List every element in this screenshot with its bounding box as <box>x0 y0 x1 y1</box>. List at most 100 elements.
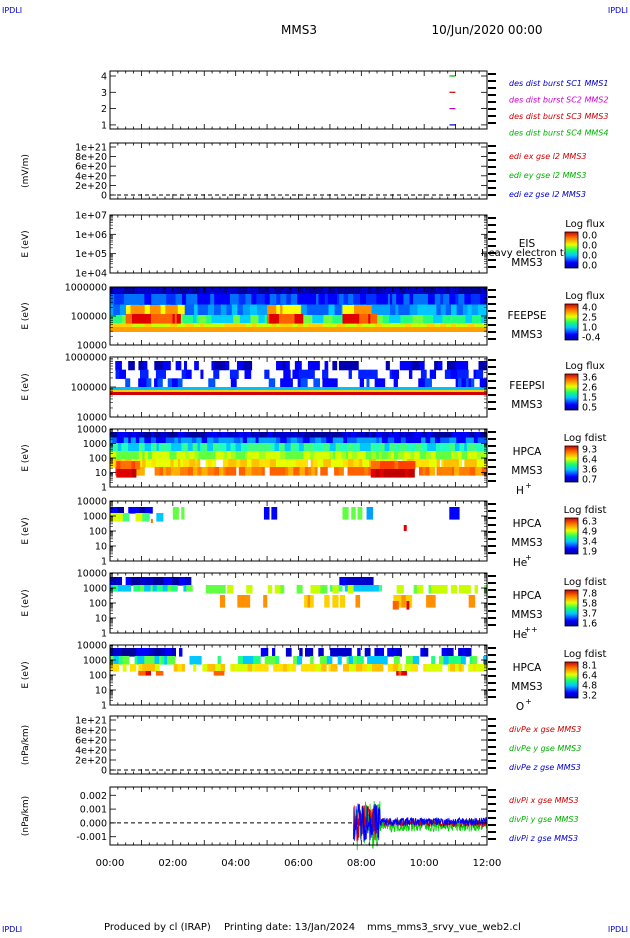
spectrogram-cell <box>121 432 128 439</box>
spectrogram-cell <box>427 432 432 439</box>
spectrogram-cell <box>403 294 407 306</box>
spectrogram-cell <box>419 467 424 476</box>
spectrogram-cell <box>423 304 431 316</box>
spectrogram-cell <box>482 437 487 444</box>
spectrogram-cell <box>153 443 158 452</box>
spectrogram-cell <box>362 664 368 672</box>
y-tick-label: 10 <box>95 468 107 479</box>
spectrogram-cell <box>217 432 222 439</box>
spectrogram-cell <box>352 361 359 371</box>
spectrogram-cell <box>233 315 241 324</box>
y-tick-label: 1e+21 <box>75 716 107 727</box>
spectrogram-cell <box>361 432 367 439</box>
spectrogram-cell <box>211 315 219 324</box>
spectrogram-cell <box>256 323 260 328</box>
spectrogram-cell <box>228 437 235 444</box>
spectrogram-cell <box>171 432 179 439</box>
spectrogram-cell <box>221 432 227 439</box>
spectrogram-cell <box>326 437 334 444</box>
spectrogram-cell <box>462 304 469 316</box>
spectrogram-cell <box>161 369 166 379</box>
spectrogram-cell <box>427 443 435 452</box>
spectrogram-cell <box>319 656 328 665</box>
spectrogram-cell <box>314 361 320 371</box>
colorbar-tick-label: 6.4 <box>582 455 597 466</box>
corner-label-top-right: IPDLI <box>608 6 628 15</box>
spectrogram-cell <box>368 287 372 295</box>
spectrogram-cell <box>275 432 279 439</box>
spectrogram-cell <box>383 304 391 316</box>
spectrogram-cell <box>112 432 118 439</box>
spectrogram-cell <box>184 443 189 452</box>
spectrogram-cell <box>299 443 305 452</box>
spectrogram-cell <box>291 287 299 295</box>
spectrogram-cell <box>447 432 453 439</box>
spectrogram-cell <box>485 443 487 452</box>
spectrogram-cell <box>166 294 172 306</box>
spectrogram-cell <box>213 304 222 316</box>
spectrogram-cell <box>217 287 225 295</box>
spectrogram-cell <box>404 664 412 672</box>
panel-feepse-ylabel: E (eV) <box>21 302 31 329</box>
spectrogram-cell <box>123 294 130 306</box>
spectrogram-cell <box>458 648 463 657</box>
spectrogram-cell <box>237 304 244 316</box>
spectrogram-cell <box>181 507 185 520</box>
spectrogram-cell <box>286 294 292 306</box>
spectrogram-cell <box>156 305 162 315</box>
spectrogram-cell <box>110 437 113 444</box>
spectrogram-cell <box>218 443 222 452</box>
spectrogram-cell <box>338 467 344 476</box>
spectrogram-cell <box>445 287 451 295</box>
spectrogram-cell <box>138 671 142 676</box>
colorbar-tick-label: 3.6 <box>582 373 597 384</box>
spectrogram-cell <box>207 443 214 452</box>
spectrogram-cell <box>138 443 143 452</box>
spectrogram-cell <box>167 656 172 665</box>
spectrogram-cell <box>202 664 208 672</box>
spectrogram-cell <box>476 459 481 468</box>
spectrogram-cell <box>381 323 387 328</box>
spectrogram-cell <box>379 469 385 478</box>
spectrogram-cell <box>296 585 303 594</box>
spectrogram-cell <box>425 664 433 672</box>
spectrogram-cell <box>347 361 353 371</box>
spectrogram-cell <box>110 648 118 657</box>
legend-edi-1: edi ey gse l2 MMS3 <box>509 171 587 180</box>
spectrogram-cell <box>110 390 487 392</box>
spectrogram-cell <box>311 467 316 476</box>
spectrogram-cell <box>421 294 429 306</box>
spectrogram-cell <box>128 437 132 444</box>
spectrogram-cell <box>155 437 161 444</box>
panel-hpca_h-ylabel: E (eV) <box>21 444 31 471</box>
spectrogram-cell <box>413 443 417 452</box>
spectrogram-cell <box>149 305 158 315</box>
spectrogram-cell <box>454 467 460 476</box>
spectrogram-cell <box>228 459 234 468</box>
spectrogram-cell <box>474 323 481 328</box>
spectrogram-cell <box>297 432 305 439</box>
spectrogram-cell <box>136 648 143 657</box>
spectrogram-cell <box>356 577 361 586</box>
spectrogram-cell <box>322 369 329 379</box>
spectrogram-cell <box>204 432 210 439</box>
spectrogram-cell <box>421 443 428 452</box>
colorbar-tick-label: 0.7 <box>582 475 597 486</box>
spectrogram-cell <box>139 314 145 324</box>
spectrogram-cell <box>258 315 266 324</box>
spectrogram-cell <box>347 443 354 452</box>
spectrogram-cell <box>469 467 476 476</box>
spectrogram-cell <box>139 437 145 444</box>
spectrogram-cell <box>370 461 375 470</box>
panel-divpi-frame <box>109 786 488 846</box>
spectrogram-cell <box>405 656 414 665</box>
spectrogram-cell <box>433 315 441 324</box>
spectrogram-cell <box>440 304 444 316</box>
spectrogram-cell <box>320 451 325 460</box>
spectrogram-cell <box>434 361 439 371</box>
spectrogram-cell <box>253 315 260 324</box>
spectrogram-cell <box>461 378 467 388</box>
y-tick-label: 8e+20 <box>75 726 107 737</box>
spectrogram-cell <box>476 451 482 460</box>
spectrogram-cell <box>290 451 294 460</box>
